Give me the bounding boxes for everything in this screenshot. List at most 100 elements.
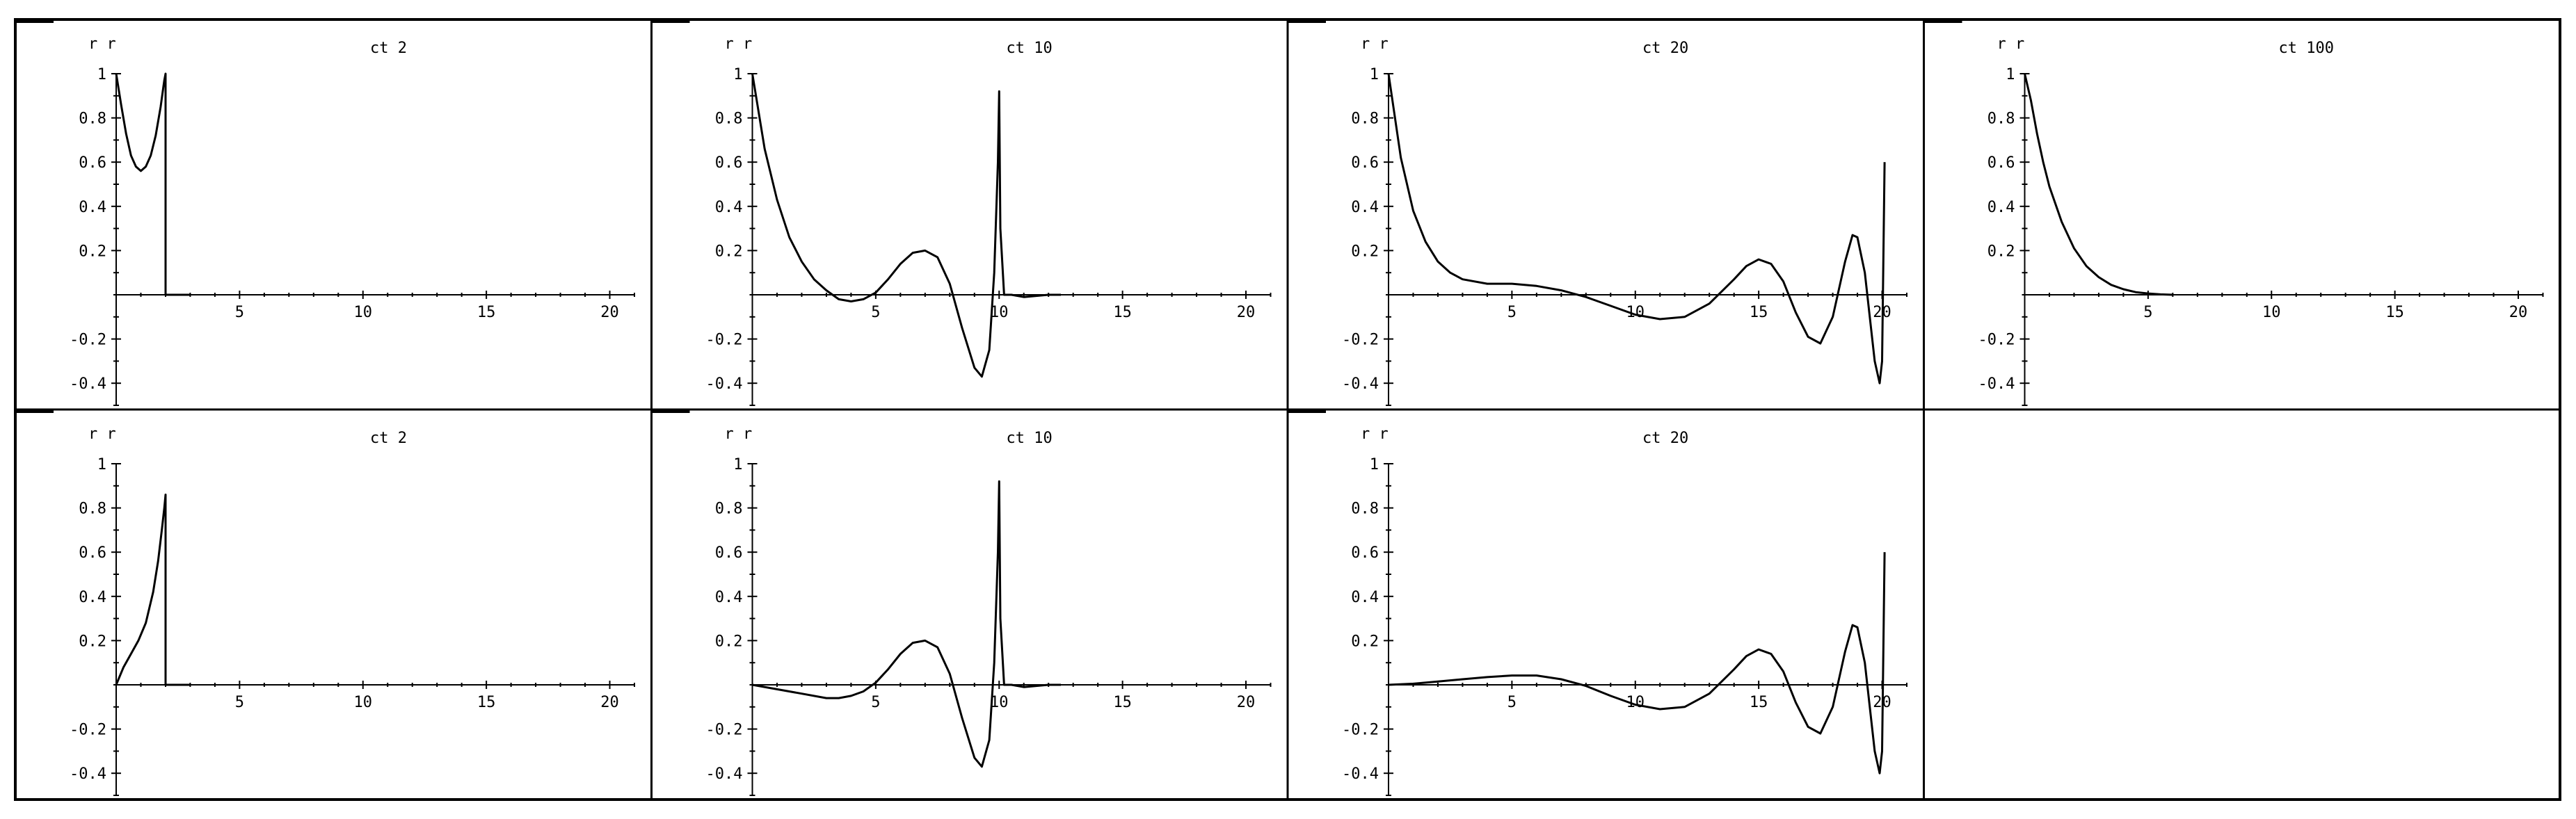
y-tick-label: 0.4 (1351, 199, 1379, 216)
x-tick-label: 15 (477, 694, 496, 711)
y-tick-label: 0.4 (715, 199, 743, 216)
series-line-1 (751, 73, 1061, 378)
y-tick-label: 0.8 (79, 111, 106, 128)
y-tick-label: 0.6 (79, 544, 106, 562)
y-tick-label: 0.4 (715, 589, 743, 606)
series-line-1 (1387, 73, 1886, 384)
chart-panel-5: 5 10 15 20 -0.4 -0.2 0.2 0.4 0.6 0.8 1 r r ct 2 (15, 409, 635, 796)
y-tick-label: 0.4 (1987, 199, 2015, 216)
x-tick-label: 15 (1750, 694, 1768, 711)
y-tick-label: -0.2 (706, 722, 743, 739)
y-tick-label: -0.4 (70, 765, 106, 783)
corner-label: r r (725, 35, 753, 53)
y-tick-label: 1 (1370, 456, 1379, 473)
y-tick-label: -0.4 (1342, 375, 1379, 393)
y-tick-label: -0.4 (70, 375, 106, 393)
x-tick-label: 10 (354, 304, 373, 321)
x-tick-label: 5 (871, 304, 880, 321)
x-tick-label: 5 (2143, 304, 2152, 321)
y-tick-label: 0.8 (1987, 111, 2015, 128)
y-tick-label: 0.2 (1987, 243, 2015, 260)
chart-panel-1: 5 10 15 20 -0.4 -0.2 0.2 0.4 0.6 0.8 1 r r ct 2 (15, 19, 635, 406)
y-tick-label: -0.4 (706, 375, 743, 393)
corner-label: r r (725, 425, 753, 443)
series-line-1 (115, 494, 191, 686)
y-tick-label: 0.8 (1351, 111, 1379, 128)
x-tick-label: 5 (235, 304, 244, 321)
y-tick-label: -0.2 (706, 332, 743, 349)
x-tick-label: 20 (600, 694, 619, 711)
y-tick-label: -0.2 (1342, 332, 1379, 349)
y-tick-label: 0.2 (1351, 243, 1379, 260)
y-tick-label: 1 (2006, 66, 2015, 83)
y-tick-label: -0.2 (70, 332, 106, 349)
y-tick-label: -0.4 (1342, 765, 1379, 783)
y-tick-label: 0.4 (79, 589, 106, 606)
y-tick-label: 0.8 (1351, 501, 1379, 518)
y-tick-label: 0.2 (715, 633, 743, 650)
y-tick-label: 0.6 (715, 154, 743, 172)
y-tick-label: 0.6 (1351, 544, 1379, 562)
y-tick-label: 1 (97, 66, 106, 83)
series-line-1 (115, 72, 191, 296)
corner-label: r r (88, 425, 116, 443)
panel-title: ct 100 (2279, 40, 2334, 57)
chart-panel-2: 5 10 15 20-0.4-0.20.20.40.60.81r r ct 10 (651, 19, 1272, 406)
x-tick-label: 5 (1507, 694, 1517, 711)
y-tick-label: -0.2 (1978, 332, 2015, 349)
y-tick-label: -0.2 (1342, 722, 1379, 739)
x-tick-label: 5 (871, 694, 880, 711)
x-tick-label: 15 (477, 304, 496, 321)
y-tick-label: 0.4 (79, 199, 106, 216)
chart-panel-7: 5 10 15 20-0.4-0.20.20.40.60.81r r ct 20 (1288, 409, 1907, 796)
panel-title: ct 2 (370, 430, 407, 447)
x-tick-label: 10 (2262, 304, 2281, 321)
x-tick-label: 20 (1237, 304, 1256, 321)
panel-title: ct 2 (370, 40, 407, 57)
y-tick-label: 1 (97, 456, 106, 473)
x-tick-label: 10 (354, 694, 373, 711)
series-line-1 (2024, 73, 2173, 296)
chart-panel-3: 5 10 15 20-0.4-0.20.20.40.60.81r r ct 20 (1288, 19, 1907, 406)
x-tick-label: 15 (1113, 304, 1132, 321)
x-tick-label: 5 (235, 694, 244, 711)
y-tick-label: 0.2 (1351, 633, 1379, 650)
corner-label: r r (1997, 35, 2025, 53)
panel-title: ct 10 (1007, 40, 1053, 57)
x-tick-label: 20 (2509, 304, 2528, 321)
y-tick-label: 0.8 (715, 501, 743, 518)
y-tick-label: 1 (733, 66, 742, 83)
y-tick-label: 0.2 (715, 243, 743, 260)
panel-title: ct 20 (1642, 430, 1688, 447)
corner-label: r r (1361, 425, 1389, 443)
y-tick-label: 0.2 (79, 243, 106, 260)
y-tick-label: 0.6 (1987, 154, 2015, 172)
corner-label: r r (88, 35, 116, 53)
x-tick-label: 20 (1237, 694, 1256, 711)
x-tick-label: 15 (1113, 694, 1132, 711)
series-line-1 (752, 480, 1061, 768)
series-line-1 (1388, 552, 1886, 775)
panel-title: ct 20 (1642, 40, 1688, 57)
y-tick-label: 1 (1370, 66, 1379, 83)
y-tick-label: -0.2 (70, 722, 106, 739)
x-tick-label: 15 (2385, 304, 2404, 321)
y-tick-label: 1 (733, 456, 742, 473)
y-tick-label: 0.2 (79, 633, 106, 650)
y-tick-label: -0.4 (706, 765, 743, 783)
y-tick-label: 0.6 (715, 544, 743, 562)
y-tick-label: -0.4 (1978, 375, 2015, 393)
x-tick-label: 20 (600, 304, 619, 321)
y-tick-label: 0.6 (79, 154, 106, 172)
y-tick-label: 0.8 (79, 501, 106, 518)
chart-panel-4: 5 10 15 20 -0.4 -0.2 0.2 0.4 0.6 0.8 1 r r ct 100 (1923, 19, 2544, 406)
y-tick-label: 0.6 (1351, 154, 1379, 172)
corner-label: r r (1361, 35, 1389, 53)
x-tick-label: 15 (1750, 304, 1768, 321)
x-tick-label: 5 (1507, 304, 1517, 321)
panel-title: ct 10 (1007, 430, 1053, 447)
chart-panel-6: 5 10 15 20-0.4-0.20.20.40.60.81r r ct 10 (651, 409, 1272, 796)
y-tick-label: 0.4 (1351, 589, 1379, 606)
y-tick-label: 0.8 (715, 111, 743, 128)
